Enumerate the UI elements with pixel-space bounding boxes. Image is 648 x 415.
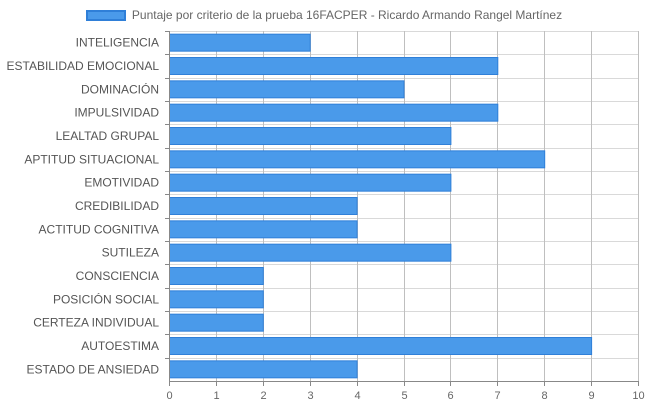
bar[interactable]	[169, 103, 499, 122]
bar[interactable]	[169, 290, 264, 309]
category-label: LEALTAD GRUPAL	[56, 129, 160, 143]
bar[interactable]	[169, 173, 452, 192]
x-tick-label: 5	[401, 390, 407, 402]
bar[interactable]	[169, 243, 452, 262]
bar[interactable]	[169, 33, 311, 52]
category-labels: INTELIGENCIA ESTABILIDAD EMOCIONAL DOMINAC…	[7, 36, 160, 377]
x-tick-label: 9	[588, 390, 594, 402]
category-label: ESTADO DE ANSIEDAD	[27, 362, 160, 376]
bar[interactable]	[169, 313, 264, 332]
category-label: DOMINACIÓN	[81, 81, 159, 96]
bar[interactable]	[169, 150, 546, 169]
x-tick-label: 1	[213, 390, 219, 402]
category-label: ACTITUD COGNITIVA	[39, 222, 159, 236]
x-tick-label: 0	[166, 390, 172, 402]
x-tick-label: 4	[354, 390, 360, 402]
category-label: IMPULSIVIDAD	[74, 106, 159, 120]
bar[interactable]	[169, 197, 358, 215]
x-tick-labels: 0 1 2 3 4 5 6 7 8 9 10	[166, 390, 644, 402]
x-tick-label: 10	[632, 390, 644, 402]
bar[interactable]	[169, 337, 593, 355]
category-label: ESTABILIDAD EMOCIONAL	[7, 59, 160, 73]
category-label: SUTILEZA	[102, 246, 159, 260]
category-label: CREDIBILIDAD	[75, 199, 159, 213]
x-tick-label: 3	[307, 390, 313, 402]
category-label: POSICIÓN SOCIAL	[53, 291, 159, 306]
legend-label: Puntaje por criterio de la prueba 16FACP…	[131, 8, 563, 22]
legend-swatch	[85, 9, 126, 21]
bar[interactable]	[169, 267, 264, 285]
axes	[165, 31, 639, 386]
bar[interactable]	[169, 360, 358, 379]
legend[interactable]: Puntaje por criterio de la prueba 16FACP…	[0, 5, 648, 25]
category-label: CONSCIENCIA	[76, 269, 159, 283]
bar[interactable]	[169, 127, 452, 145]
category-label: CERTEZA INDIVIDUAL	[33, 316, 159, 330]
category-label: EMOTIVIDAD	[84, 176, 159, 190]
x-tick-label: 8	[541, 390, 547, 402]
x-tick-label: 2	[260, 390, 266, 402]
category-label: APTITUD SITUACIONAL	[24, 152, 159, 166]
bar[interactable]	[169, 57, 499, 75]
x-tick-label: 7	[494, 390, 500, 402]
bar[interactable]	[169, 80, 405, 99]
category-label: AUTOESTIMA	[81, 339, 159, 353]
x-tick-label: 6	[447, 390, 453, 402]
bar[interactable]	[169, 220, 358, 239]
category-label: INTELIGENCIA	[76, 36, 159, 50]
bars	[169, 33, 593, 379]
